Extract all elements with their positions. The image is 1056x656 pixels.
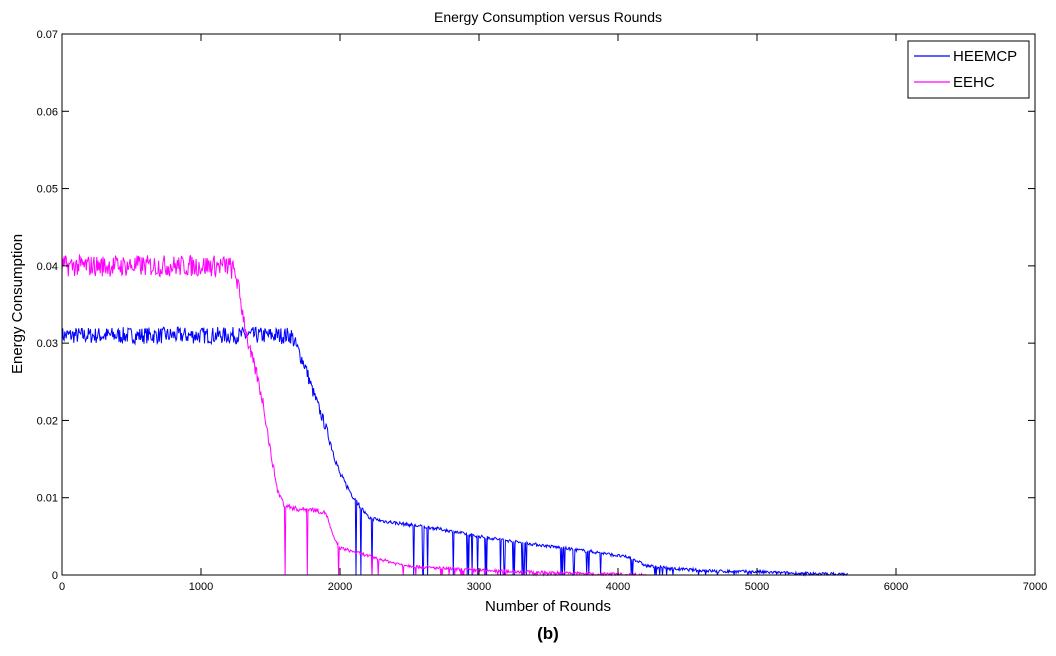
y-tick-label: 0.03 — [37, 338, 58, 350]
legend-label-heemcp: HEEMCP — [953, 48, 1017, 65]
y-tick-label: 0.05 — [37, 184, 58, 196]
x-tick-label: 4000 — [606, 581, 630, 593]
legend: HEEMCP EEHC — [907, 40, 1030, 99]
plot-area — [61, 33, 1036, 577]
y-axis-ticks: 0 0.01 0.02 0.03 0.04 0.05 0.06 0.07 — [37, 29, 1035, 582]
x-tick-label: 5000 — [745, 581, 769, 593]
y-tick-label: 0.01 — [37, 493, 58, 505]
y-tick-label: 0.06 — [37, 106, 58, 118]
legend-box — [907, 40, 1030, 99]
series-line-heemcp — [61, 326, 848, 577]
y-tick-label: 0.02 — [37, 415, 58, 427]
series-line-eehc — [61, 253, 646, 577]
y-tick-label: 0.04 — [37, 261, 58, 273]
x-tick-label: 0 — [59, 581, 65, 593]
x-tick-label: 6000 — [884, 581, 908, 593]
chart-title: Energy Consumption versus Rounds — [434, 9, 662, 25]
series-layer — [61, 253, 848, 577]
plot-background — [62, 34, 1035, 575]
x-axis-ticks: 0 1000 2000 3000 4000 5000 6000 7000 — [59, 34, 1047, 593]
x-tick-label: 3000 — [467, 581, 491, 593]
y-tick-label: 0.07 — [37, 29, 58, 41]
x-tick-label: 2000 — [328, 581, 352, 593]
figure-caption: (b) — [537, 624, 559, 643]
y-tick-label: 0 — [52, 570, 58, 582]
x-tick-label: 7000 — [1023, 581, 1047, 593]
x-tick-label: 1000 — [189, 581, 213, 593]
x-axis-label: Number of Rounds — [485, 598, 611, 615]
legend-label-eehc: EEHC — [953, 74, 995, 91]
y-axis-label: Energy Consumption — [9, 234, 26, 374]
plot-frame — [61, 33, 1036, 576]
